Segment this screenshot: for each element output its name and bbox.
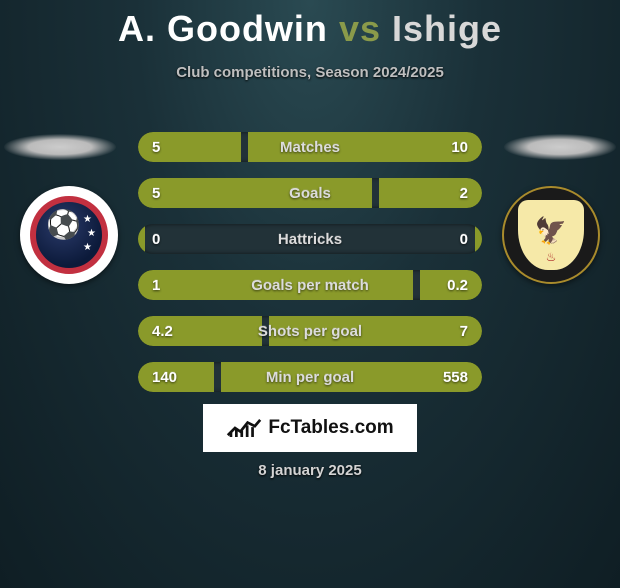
stat-label: Goals xyxy=(202,185,418,202)
stat-value-right: 0.2 xyxy=(418,277,482,294)
team-left-badge: ⚽ ★ ★ ★ xyxy=(20,186,118,284)
brand-label: FcTables.com xyxy=(268,417,393,439)
star-icon: ★ xyxy=(83,214,92,225)
badge-shadow-left xyxy=(4,134,116,160)
comparison-title: A. Goodwin vs Ishige xyxy=(0,8,620,50)
stat-value-right: 558 xyxy=(418,369,482,386)
stat-value-right: 10 xyxy=(418,139,482,156)
player2-name: Ishige xyxy=(392,8,502,49)
subtitle: Club competitions, Season 2024/2025 xyxy=(0,64,620,81)
stat-row: 4.2Shots per goal7 xyxy=(138,316,482,346)
stat-label: Min per goal xyxy=(202,369,418,386)
stat-value-left: 5 xyxy=(138,185,202,202)
star-icon: ★ xyxy=(87,228,96,239)
stat-value-left: 0 xyxy=(138,231,202,248)
phoenix-icon: 🦅 xyxy=(535,215,567,246)
stat-row: 140Min per goal558 xyxy=(138,362,482,392)
stat-label: Hattricks xyxy=(202,231,418,248)
soccer-ball-icon: ⚽ xyxy=(46,208,81,241)
player1-name: A. Goodwin xyxy=(118,8,328,49)
brand-box[interactable]: FcTables.com xyxy=(203,404,417,452)
badge-shadow-right xyxy=(504,134,616,160)
stat-label: Goals per match xyxy=(202,277,418,294)
vs-label: vs xyxy=(339,8,381,49)
flame-icon: ♨ xyxy=(546,250,557,264)
stat-row: 0Hattricks0 xyxy=(138,224,482,254)
stat-value-left: 4.2 xyxy=(138,323,202,340)
stat-row: 5Matches10 xyxy=(138,132,482,162)
stat-value-left: 1 xyxy=(138,277,202,294)
stat-row: 1Goals per match0.2 xyxy=(138,270,482,300)
stat-value-left: 5 xyxy=(138,139,202,156)
star-icon: ★ xyxy=(83,242,92,253)
stat-label: Matches xyxy=(202,139,418,156)
date-label: 8 january 2025 xyxy=(0,462,620,479)
stat-value-right: 2 xyxy=(418,185,482,202)
chart-icon xyxy=(226,417,262,439)
stat-label: Shots per goal xyxy=(202,323,418,340)
stat-value-right: 0 xyxy=(418,231,482,248)
stat-value-right: 7 xyxy=(418,323,482,340)
stat-row: 5Goals2 xyxy=(138,178,482,208)
team-right-badge: 🦅 ♨ xyxy=(502,186,600,284)
stat-value-left: 140 xyxy=(138,369,202,386)
stats-container: 5Matches105Goals20Hattricks01Goals per m… xyxy=(138,132,482,408)
